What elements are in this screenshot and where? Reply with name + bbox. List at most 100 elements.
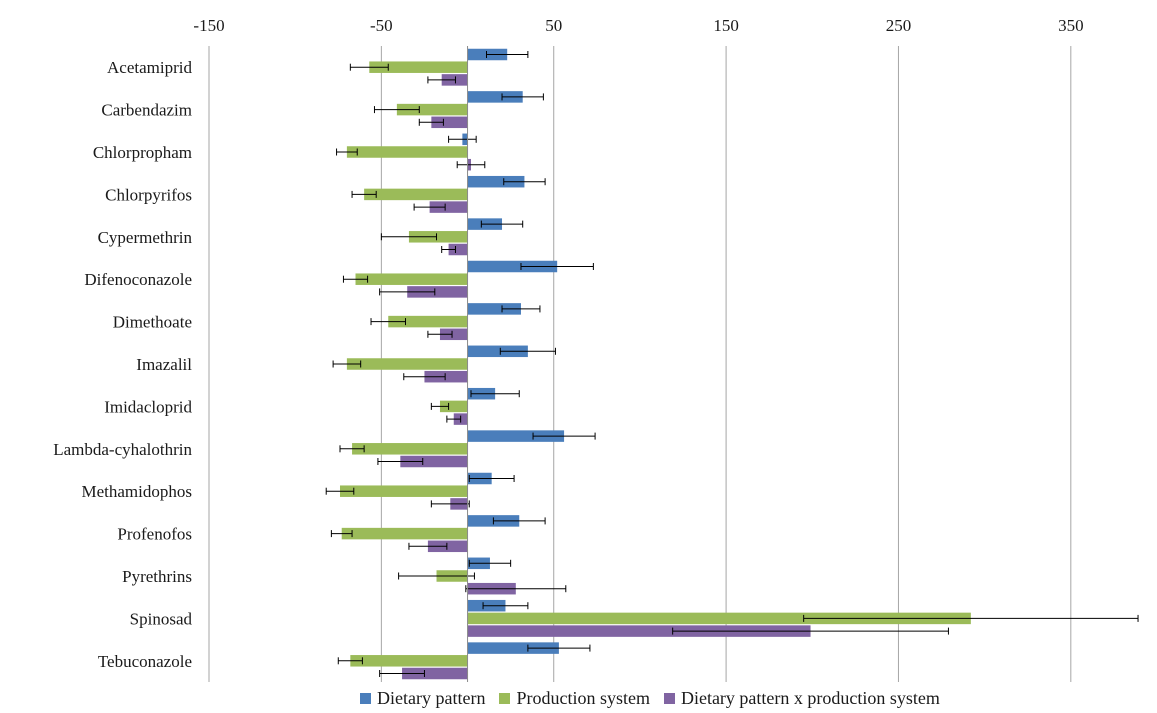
- legend: Dietary pattern Production system Dietar…: [360, 688, 954, 709]
- bar-series: [339, 48, 971, 680]
- legend-label-interaction: Dietary pattern x production system: [680, 688, 940, 708]
- error-bar: [501, 93, 544, 101]
- category-label: Acetamiprid: [107, 58, 192, 77]
- error-bar: [468, 475, 515, 482]
- category-label: Difenoconazole: [84, 270, 192, 289]
- error-bar: [337, 657, 363, 665]
- error-bar: [527, 644, 591, 652]
- error-bar: [492, 517, 546, 525]
- bar: [467, 175, 525, 188]
- category-label: Lambda-cyhalothrin: [53, 440, 192, 459]
- x-axis-tick-labels: -150 -50 50 150 250 350: [193, 16, 1083, 35]
- error-bar: [482, 602, 529, 610]
- bar: [369, 61, 468, 73]
- error-bar: [336, 148, 358, 156]
- error-bars: [325, 51, 1139, 677]
- error-bar: [456, 161, 486, 169]
- bar: [408, 231, 468, 243]
- bar: [448, 243, 468, 256]
- bar: [350, 655, 468, 667]
- bar: [467, 303, 521, 315]
- error-bar: [430, 500, 470, 508]
- error-bar: [373, 106, 420, 114]
- error-bar: [403, 373, 446, 381]
- bar: [467, 625, 811, 637]
- legend-item-dietary-pattern: Dietary pattern: [360, 688, 485, 709]
- error-bar: [377, 458, 424, 465]
- error-bar: [468, 559, 512, 567]
- x-tick-label: 250: [886, 16, 912, 35]
- legend-swatch-production-system: [499, 693, 511, 704]
- error-bar: [480, 220, 524, 228]
- bar: [467, 260, 558, 273]
- error-bar: [672, 627, 949, 635]
- bar-chart: -150 -50 50 150 250 350 Acetamiprid Carbendazi…: [53, 16, 1139, 682]
- legend-label-dietary-pattern: Dietary pattern: [377, 688, 486, 708]
- error-bar: [370, 318, 406, 326]
- bar: [364, 188, 468, 201]
- category-label: Tebuconazole: [98, 652, 192, 671]
- error-bar: [465, 585, 567, 593]
- error-bar: [441, 246, 456, 253]
- error-bar: [520, 263, 594, 270]
- category-labels: Acetamiprid Carbendazim Chlorpropham Chlorp…: [53, 58, 192, 671]
- error-bar: [430, 402, 450, 410]
- error-bar: [379, 670, 425, 677]
- bar: [339, 485, 468, 497]
- legend-swatch-interaction: [663, 693, 675, 704]
- error-bar: [330, 530, 353, 538]
- x-tick-label: 150: [713, 16, 739, 35]
- error-bar: [418, 118, 444, 126]
- error-bar: [427, 76, 456, 84]
- bar: [341, 527, 468, 540]
- bar: [396, 103, 468, 116]
- bar: [402, 667, 468, 680]
- category-label: Chlorpyrifos: [105, 185, 192, 204]
- error-bar: [448, 135, 477, 143]
- error-bar: [342, 275, 369, 283]
- error-bar: [332, 360, 362, 368]
- error-bar: [470, 390, 520, 398]
- error-bar: [379, 288, 436, 296]
- error-bar: [532, 432, 596, 440]
- category-label: Carbendazim: [101, 101, 192, 120]
- category-label: Spinosad: [130, 609, 193, 628]
- legend-item-production-system: Production system: [499, 688, 650, 709]
- legend-label-production-system: Production system: [516, 688, 650, 708]
- bar: [439, 400, 468, 413]
- error-bar: [349, 63, 389, 71]
- error-bar: [408, 542, 448, 550]
- category-label: Pyrethrins: [122, 567, 192, 586]
- bar: [400, 455, 468, 468]
- bar: [467, 91, 523, 103]
- category-label: Chlorpropham: [93, 143, 192, 162]
- error-bar: [803, 614, 1139, 622]
- category-label: Dimethoate: [113, 313, 192, 332]
- error-bar: [380, 233, 438, 241]
- category-label: Imidacloprid: [104, 397, 192, 416]
- x-tick-label: -50: [370, 16, 393, 35]
- legend-item-dietary-pattern-x-production-system: Dietary pattern x production system: [663, 688, 940, 709]
- error-bar: [351, 190, 377, 198]
- error-bar: [446, 415, 462, 423]
- error-bar: [486, 51, 529, 58]
- bar: [407, 286, 468, 298]
- x-tick-label: 350: [1058, 16, 1084, 35]
- legend-swatch-dietary-pattern: [360, 693, 371, 704]
- error-bar: [503, 178, 546, 186]
- error-bar: [325, 487, 355, 495]
- bar: [424, 370, 468, 383]
- bar: [427, 540, 468, 553]
- category-label: Cypermethrin: [98, 228, 193, 247]
- bar: [467, 430, 565, 442]
- category-label: Profenofos: [117, 525, 192, 544]
- category-label: Methamidophos: [82, 482, 193, 501]
- bar: [346, 358, 468, 370]
- error-bar: [413, 203, 446, 211]
- bar: [388, 315, 468, 328]
- error-bar: [427, 330, 453, 338]
- bar: [467, 642, 559, 654]
- error-bar: [501, 305, 541, 313]
- error-bar: [398, 572, 475, 580]
- bar: [429, 201, 468, 213]
